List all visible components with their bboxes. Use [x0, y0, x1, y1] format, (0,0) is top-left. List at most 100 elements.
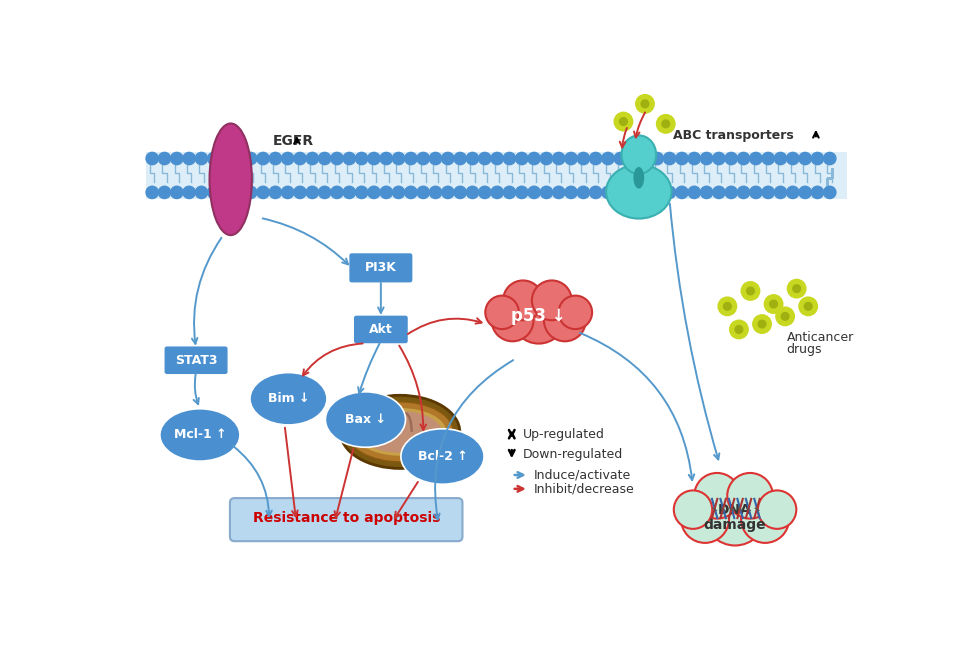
Circle shape [552, 186, 565, 199]
Circle shape [565, 152, 577, 165]
Circle shape [712, 186, 725, 199]
Circle shape [356, 186, 368, 199]
Circle shape [220, 152, 232, 165]
Circle shape [602, 186, 614, 199]
Circle shape [281, 152, 294, 165]
Circle shape [491, 186, 503, 199]
Circle shape [727, 473, 773, 519]
Text: Bim ↓: Bim ↓ [268, 392, 309, 405]
Circle shape [442, 186, 454, 199]
Circle shape [787, 152, 799, 165]
Ellipse shape [359, 411, 442, 453]
Ellipse shape [622, 135, 656, 174]
Text: Bcl-2 ↑: Bcl-2 ↑ [417, 450, 468, 463]
Circle shape [577, 186, 590, 199]
Circle shape [737, 186, 750, 199]
Circle shape [774, 186, 787, 199]
Circle shape [467, 152, 479, 165]
Text: Induce/activate: Induce/activate [533, 469, 630, 482]
Text: STAT3: STAT3 [174, 354, 217, 367]
Ellipse shape [160, 409, 240, 461]
Circle shape [196, 186, 207, 199]
Circle shape [503, 280, 543, 320]
Circle shape [294, 186, 307, 199]
Circle shape [503, 186, 516, 199]
Circle shape [565, 186, 577, 199]
Circle shape [730, 320, 748, 339]
Circle shape [232, 152, 245, 165]
Circle shape [429, 152, 442, 165]
Ellipse shape [347, 402, 453, 462]
Circle shape [750, 152, 762, 165]
Circle shape [528, 152, 540, 165]
Text: p53 ↓: p53 ↓ [511, 308, 566, 325]
Circle shape [417, 186, 429, 199]
Circle shape [799, 186, 812, 199]
Circle shape [620, 117, 628, 125]
Circle shape [331, 186, 343, 199]
Ellipse shape [633, 167, 644, 189]
Circle shape [641, 100, 649, 108]
Circle shape [758, 320, 765, 328]
Circle shape [196, 152, 207, 165]
Circle shape [318, 186, 331, 199]
Circle shape [294, 152, 307, 165]
Circle shape [343, 152, 356, 165]
Circle shape [331, 152, 343, 165]
Circle shape [635, 94, 655, 113]
Circle shape [823, 152, 836, 165]
Circle shape [725, 186, 737, 199]
Circle shape [269, 186, 281, 199]
Circle shape [804, 302, 812, 310]
Circle shape [694, 473, 739, 519]
Circle shape [651, 152, 663, 165]
Circle shape [812, 152, 823, 165]
Circle shape [627, 186, 639, 199]
Circle shape [774, 152, 787, 165]
Circle shape [171, 186, 183, 199]
Circle shape [558, 296, 592, 329]
Circle shape [799, 152, 812, 165]
Circle shape [762, 186, 774, 199]
Circle shape [532, 280, 572, 320]
Circle shape [281, 186, 294, 199]
Circle shape [256, 186, 269, 199]
Circle shape [528, 186, 540, 199]
Ellipse shape [401, 429, 484, 484]
Circle shape [454, 186, 467, 199]
Text: Down-regulated: Down-regulated [522, 447, 623, 461]
Circle shape [405, 152, 417, 165]
Circle shape [688, 186, 701, 199]
Circle shape [688, 152, 701, 165]
FancyBboxPatch shape [349, 253, 414, 283]
Circle shape [516, 186, 528, 199]
Circle shape [799, 297, 817, 315]
Circle shape [207, 152, 220, 165]
Circle shape [676, 152, 688, 165]
FancyBboxPatch shape [164, 346, 228, 375]
Circle shape [681, 495, 729, 543]
Circle shape [220, 186, 232, 199]
Text: Inhibit/decrease: Inhibit/decrease [533, 482, 634, 496]
Circle shape [577, 152, 590, 165]
Circle shape [787, 186, 799, 199]
Circle shape [704, 483, 766, 545]
Text: Akt: Akt [369, 323, 392, 336]
Circle shape [718, 297, 736, 315]
FancyBboxPatch shape [353, 315, 409, 344]
Circle shape [724, 302, 732, 310]
Circle shape [701, 152, 712, 165]
Ellipse shape [340, 395, 460, 469]
Circle shape [540, 152, 552, 165]
Circle shape [479, 186, 491, 199]
Text: EGFR: EGFR [273, 134, 314, 148]
Text: damage: damage [704, 518, 766, 532]
Circle shape [823, 186, 836, 199]
Circle shape [392, 152, 405, 165]
Text: drugs: drugs [787, 343, 822, 356]
Text: Mcl-1 ↑: Mcl-1 ↑ [174, 428, 227, 442]
Circle shape [788, 279, 806, 298]
Circle shape [380, 152, 392, 165]
Circle shape [516, 152, 528, 165]
Circle shape [146, 186, 158, 199]
